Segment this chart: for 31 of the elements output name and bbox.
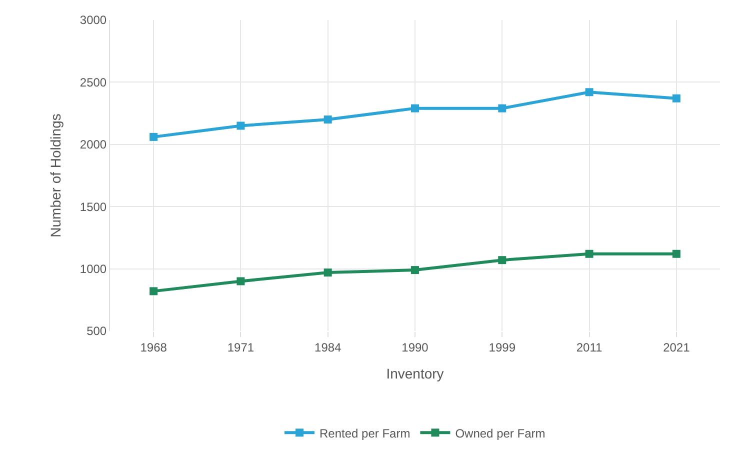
legend-label: Owned per Farm bbox=[455, 426, 546, 440]
x-tick-label: 2021 bbox=[663, 340, 690, 354]
point bbox=[236, 122, 245, 130]
point bbox=[324, 268, 332, 277]
y-tick-label: 1000 bbox=[80, 262, 107, 276]
point bbox=[585, 250, 594, 258]
x-tick-label: 1984 bbox=[314, 340, 342, 354]
point bbox=[411, 266, 419, 274]
point bbox=[411, 104, 419, 112]
y-tick-label: 2500 bbox=[80, 75, 107, 90]
point bbox=[672, 250, 680, 258]
point bbox=[150, 287, 158, 296]
x-tick-label: 1999 bbox=[488, 340, 516, 354]
point bbox=[498, 104, 506, 112]
point bbox=[498, 256, 506, 264]
x-axis-title: Inventory bbox=[386, 366, 444, 382]
point bbox=[150, 132, 158, 141]
x-tick-label: 1968 bbox=[140, 340, 168, 354]
point bbox=[236, 277, 245, 286]
x-tick-label: 2011 bbox=[576, 340, 603, 354]
point bbox=[585, 88, 594, 96]
y-tick-label: 1500 bbox=[80, 200, 107, 214]
y-tick-label: 3000 bbox=[80, 13, 107, 28]
y-tick-label: 2000 bbox=[80, 138, 107, 152]
x-tick-label: 1990 bbox=[402, 340, 429, 354]
point bbox=[324, 116, 332, 124]
legend-label: Rented per Farm bbox=[320, 426, 410, 440]
y-tick-label: 500 bbox=[86, 324, 107, 338]
point bbox=[672, 94, 680, 102]
x-tick-label: 1971 bbox=[227, 340, 254, 354]
y-axis-title: Number of Holdings bbox=[47, 114, 64, 238]
